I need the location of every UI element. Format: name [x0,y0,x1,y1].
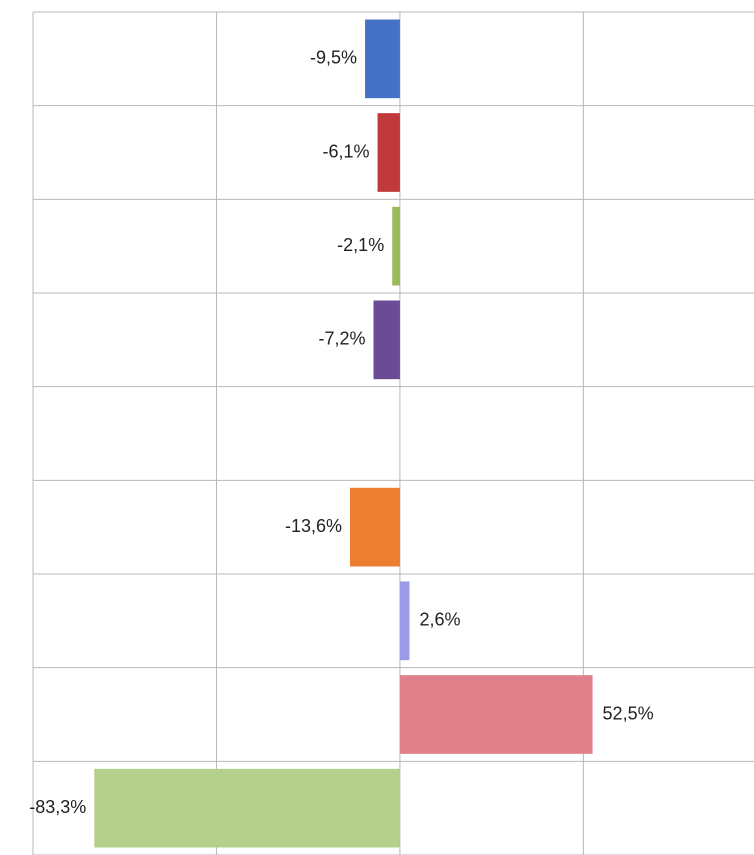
bar [399,581,410,661]
data-label: -2,1% [337,235,384,255]
bar [94,768,400,848]
data-label: -83,3% [29,797,86,817]
bar [377,113,400,192]
bar [399,675,593,754]
bar [350,487,400,567]
data-label: 52,5% [603,703,654,723]
bar [365,19,400,99]
data-label: 2,6% [419,610,460,630]
data-label: -6,1% [323,141,370,161]
data-label: -7,2% [318,329,365,349]
bar [392,206,400,286]
bar [373,300,400,380]
data-label: -9,5% [310,48,357,68]
data-label: -13,6% [285,516,342,536]
